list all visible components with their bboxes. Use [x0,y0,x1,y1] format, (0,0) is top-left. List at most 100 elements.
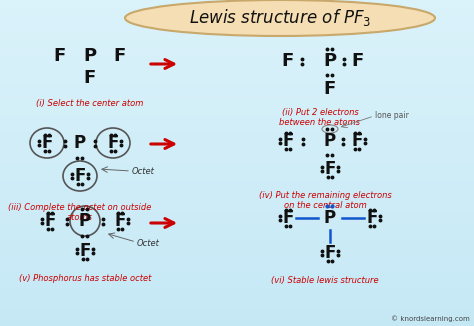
Bar [0,196,474,197]
Bar [0,278,474,279]
Bar [0,243,474,244]
Bar [0,86,474,87]
Bar [0,8,474,9]
Bar [0,235,474,236]
Bar [0,167,474,168]
Bar [0,309,474,310]
Bar [0,91,474,92]
Bar [0,286,474,287]
Bar [0,49,474,50]
Bar [0,262,474,263]
Bar [0,27,474,28]
Bar [0,314,474,315]
Bar [0,144,474,145]
Bar [0,116,474,117]
Bar [0,274,474,275]
Bar [0,56,474,57]
Bar [0,38,474,39]
Bar [0,22,474,23]
Text: F: F [283,209,294,227]
Bar [0,120,474,121]
Bar [0,25,474,26]
Text: F: F [351,132,363,150]
Bar [0,250,474,251]
Bar [0,276,474,277]
Bar [0,307,474,308]
Bar [0,308,474,309]
Bar [0,48,474,49]
Bar [0,244,474,245]
Bar [0,62,474,63]
Bar [0,227,474,228]
Bar [0,98,474,99]
Bar [0,160,474,161]
Bar [0,228,474,229]
Bar [0,92,474,93]
Bar [0,35,474,36]
Bar [0,150,474,151]
Bar [0,285,474,286]
Text: (vi) Stable lewis structure: (vi) Stable lewis structure [271,276,379,285]
Bar [0,83,474,84]
Bar [0,39,474,40]
Bar [0,114,474,115]
Bar [0,313,474,314]
Bar [0,180,474,181]
Bar [0,72,474,73]
Bar [0,151,474,152]
Bar [0,32,474,33]
Bar [0,84,474,85]
Bar [0,292,474,293]
Bar [0,26,474,27]
Bar [0,194,474,195]
Bar [0,103,474,104]
Bar [0,248,474,249]
Text: F: F [366,209,378,227]
Bar [0,112,474,113]
Bar [0,193,474,194]
Bar [0,277,474,278]
Bar [0,204,474,205]
Bar [0,80,474,81]
Text: (iii) Complete the octet on outside
atoms: (iii) Complete the octet on outside atom… [9,203,152,222]
Bar [0,7,474,8]
Bar [0,33,474,34]
Bar [0,261,474,262]
Bar [0,245,474,246]
Bar [0,311,474,312]
Bar [0,69,474,70]
Bar [0,176,474,177]
Bar [0,164,474,165]
Bar [0,88,474,89]
Bar [0,192,474,193]
Bar [0,115,474,116]
Bar [0,203,474,204]
Bar [0,145,474,146]
Bar [0,237,474,238]
Bar [0,104,474,105]
Bar [0,153,474,154]
Text: (v) Phosphorus has stable octet: (v) Phosphorus has stable octet [19,274,151,283]
Bar [0,4,474,5]
Bar [0,161,474,162]
Bar [0,242,474,243]
Bar [0,231,474,232]
Bar [0,298,474,299]
Bar [0,36,474,37]
Bar [0,211,474,212]
Bar [0,175,474,176]
Bar [0,289,474,290]
Bar [0,139,474,140]
Bar [0,267,474,268]
Bar [0,90,474,91]
Bar [0,31,474,32]
Bar [0,294,474,295]
Bar [0,197,474,198]
Bar [0,282,474,283]
Bar [0,214,474,215]
Bar [0,126,474,127]
Bar [0,149,474,150]
Bar [0,20,474,21]
Bar [0,107,474,108]
Bar [0,181,474,182]
